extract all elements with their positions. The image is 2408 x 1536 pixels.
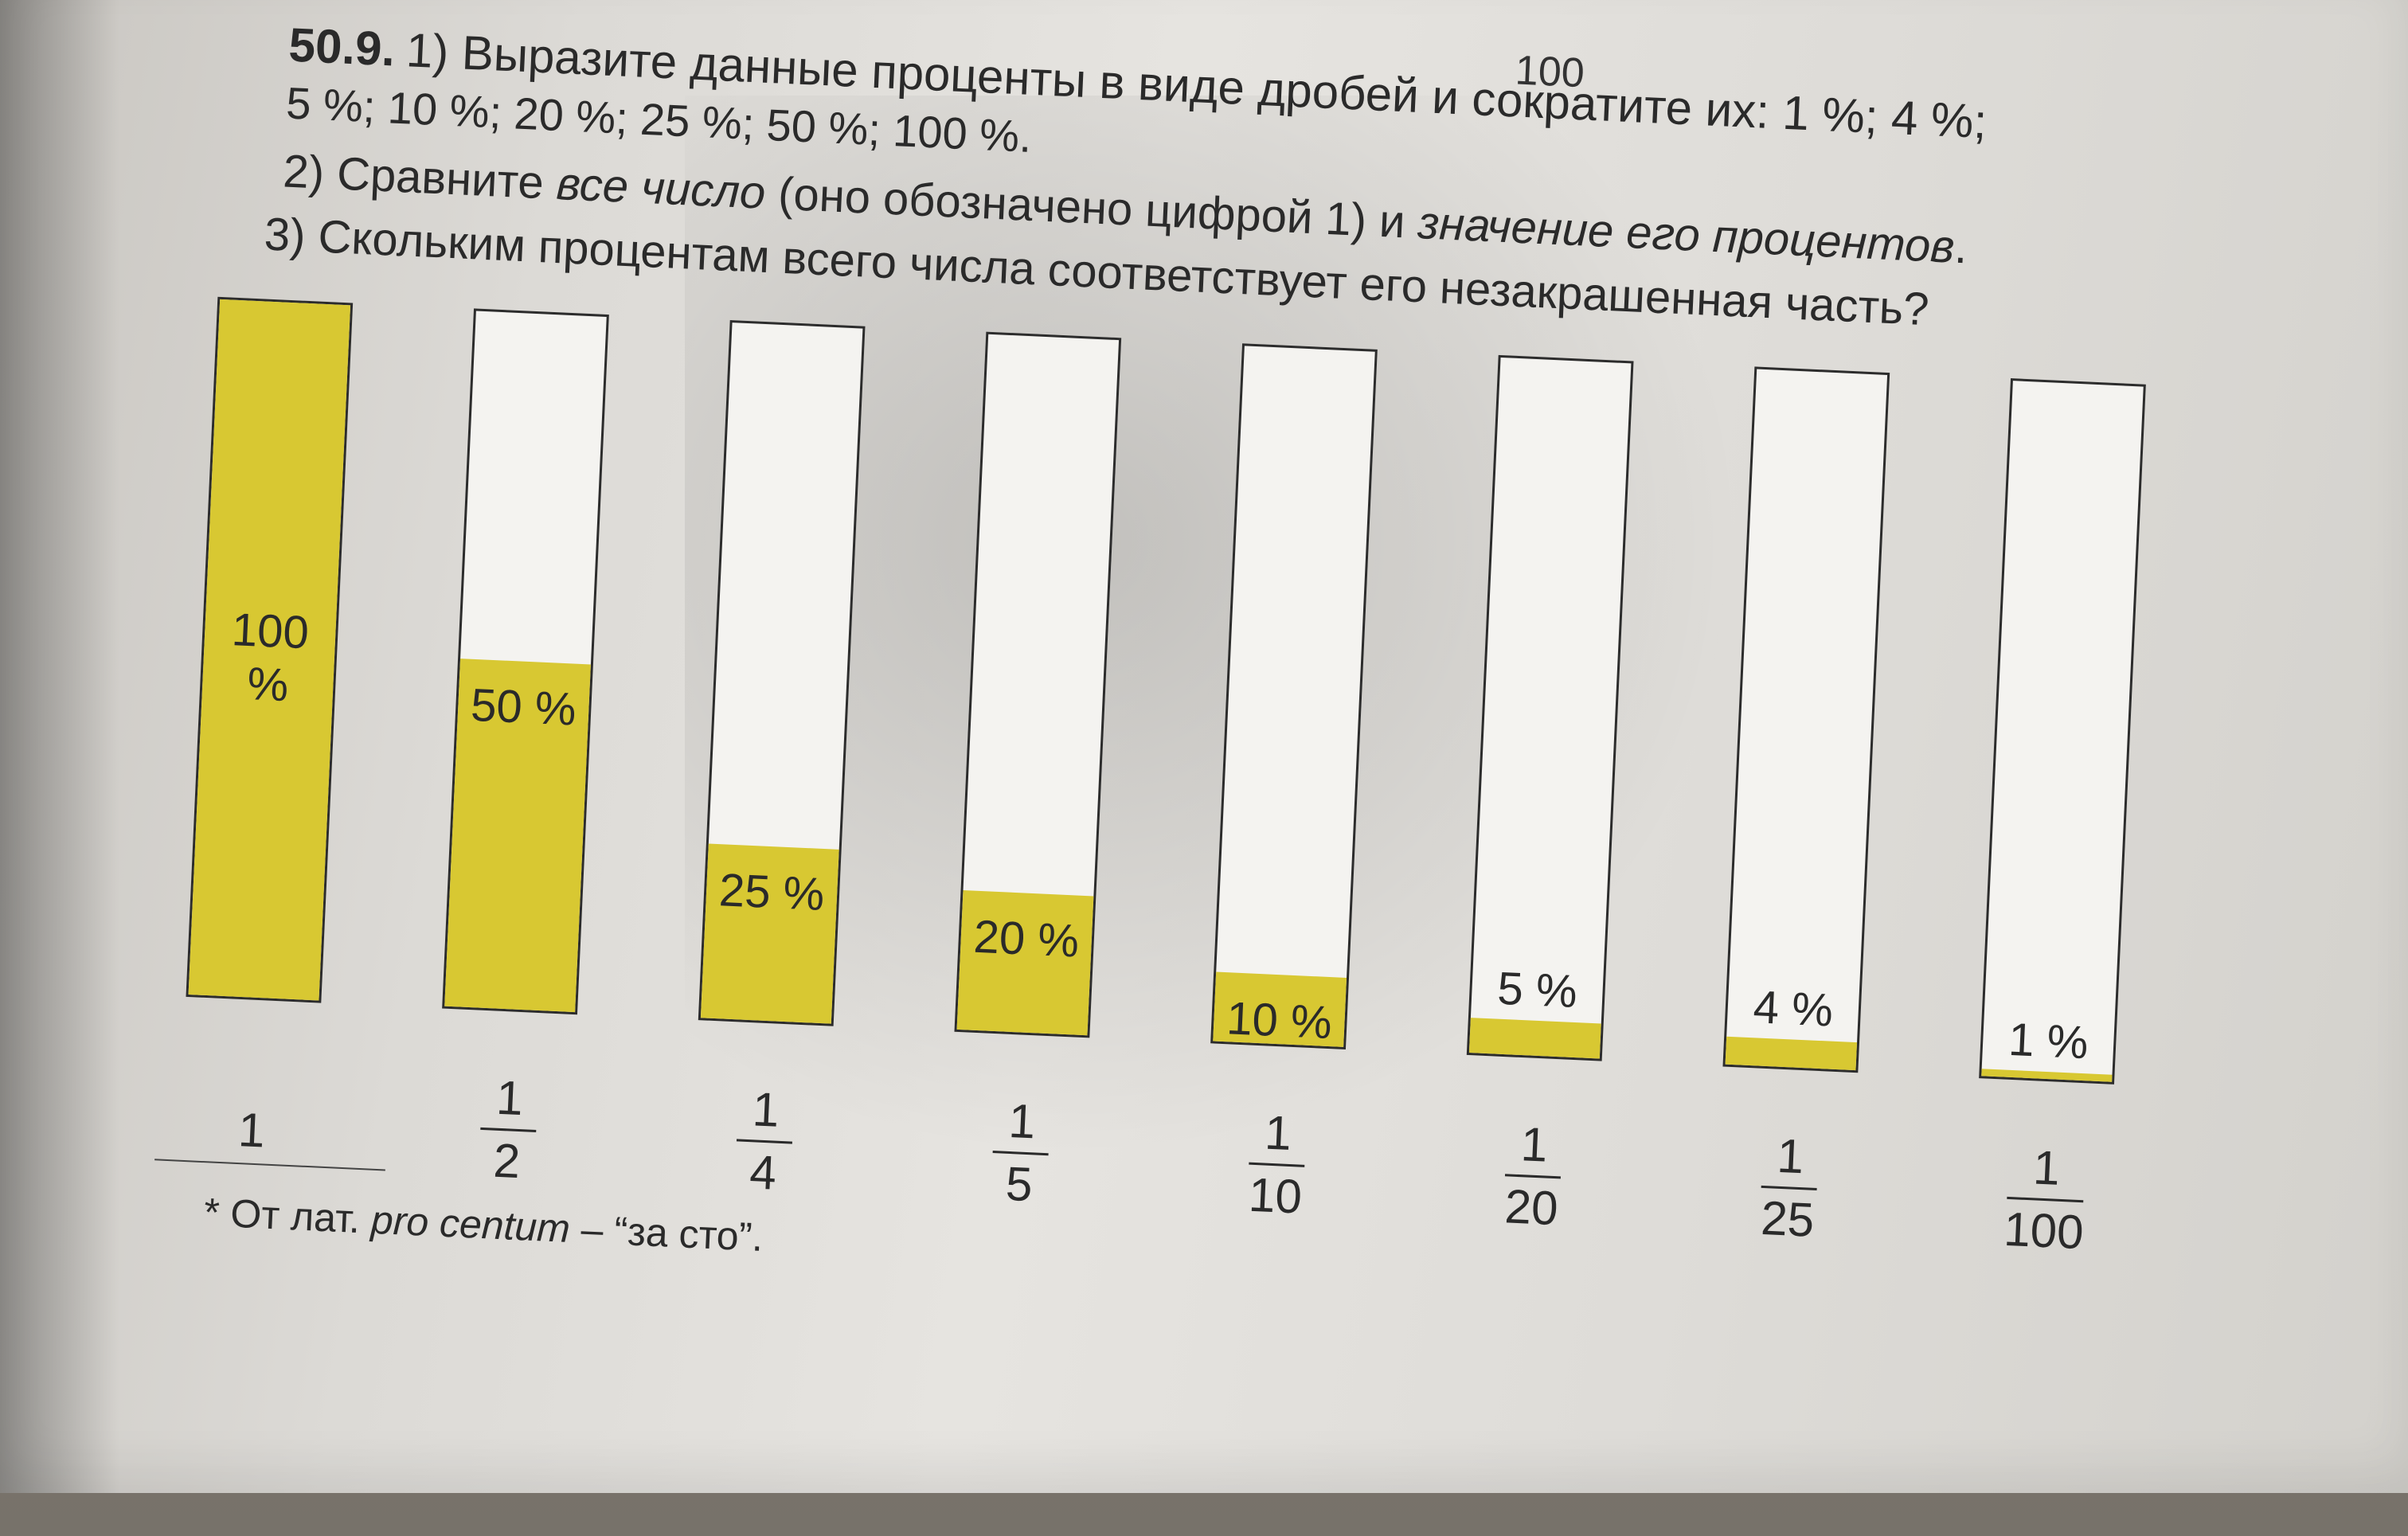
bar-percent-label: 50 % bbox=[469, 678, 577, 736]
fraction-denominator: 10 bbox=[1247, 1167, 1304, 1224]
bar-fraction-label: 1 25 bbox=[1714, 1126, 1863, 1249]
footnote-start: * От лат. bbox=[202, 1190, 373, 1242]
bar-group: 50 % 1 2 bbox=[442, 308, 617, 1188]
task-question-2-italic-whole: все число bbox=[555, 157, 767, 219]
fraction-bar bbox=[1761, 1185, 1817, 1191]
bar-outline: 20 % bbox=[954, 331, 1122, 1038]
task-question-2-start: 2) Сравните bbox=[282, 145, 558, 209]
footnote-divider bbox=[154, 1159, 385, 1171]
bar-percent-label: 5 % bbox=[1496, 962, 1578, 1018]
fraction-bar bbox=[1504, 1174, 1561, 1179]
footnote: * От лат. pro centum – “за сто”. bbox=[203, 1189, 764, 1260]
textbook-page: 100 50.9. 1) Выразите данные проценты в в… bbox=[0, 0, 2408, 1493]
fraction-numerator: 1 bbox=[751, 1082, 780, 1137]
bar-group: 25 % 1 4 bbox=[698, 319, 874, 1200]
bar-fraction-label: 1 20 bbox=[1459, 1115, 1607, 1238]
bar-outline: 25 % bbox=[698, 319, 866, 1026]
fraction-bar bbox=[736, 1139, 792, 1144]
bar-outline: 4 % bbox=[1722, 366, 1890, 1073]
fraction-denominator: 4 bbox=[749, 1145, 778, 1200]
bar-group: 100 % 1 bbox=[186, 296, 361, 1158]
fraction-numerator: 1 bbox=[494, 1070, 525, 1126]
fraction-numerator: 1 bbox=[1519, 1117, 1549, 1172]
bar-group: 5 % 1 20 bbox=[1466, 354, 1642, 1235]
footnote-latin: pro centum bbox=[369, 1197, 572, 1252]
fraction-denominator: 20 bbox=[1503, 1179, 1560, 1236]
bar-outline: 50 % bbox=[442, 308, 609, 1015]
bar-fill bbox=[1725, 1036, 1858, 1071]
bar-percent-label: 25 % bbox=[717, 864, 826, 921]
fraction-bar bbox=[2007, 1196, 2084, 1203]
task-question-2-italic-percent: значение его процентов bbox=[1417, 197, 1956, 273]
task-question-2-end: . bbox=[1953, 221, 1969, 274]
bar-percent-label: 4 % bbox=[1752, 981, 1835, 1037]
task-number: 50.9. bbox=[287, 18, 397, 76]
page-content: 100 50.9. 1) Выразите данные проценты в в… bbox=[154, 18, 2154, 1260]
bar-outline: 100 % bbox=[186, 296, 354, 1003]
fraction-bar bbox=[1249, 1162, 1305, 1167]
fraction-denominator: 2 bbox=[492, 1133, 522, 1189]
fraction-numerator: 1 bbox=[236, 1103, 267, 1158]
bar-fraction-label: 1 10 bbox=[1202, 1103, 1351, 1226]
fraction-bar bbox=[992, 1151, 1049, 1156]
bar-percent-label: 20 % bbox=[972, 910, 1081, 967]
bar-fill bbox=[1468, 1018, 1601, 1059]
bar-outline: 10 % bbox=[1210, 343, 1378, 1050]
footnote-end: – “за сто”. bbox=[569, 1206, 764, 1260]
bar-outline: 5 % bbox=[1466, 354, 1634, 1061]
bar-group: 4 % 1 25 bbox=[1722, 366, 1898, 1247]
bar-fill bbox=[1981, 1069, 2113, 1082]
bar-group: 10 % 1 10 bbox=[1210, 343, 1386, 1224]
bar-group: 20 % 1 5 bbox=[954, 331, 1129, 1211]
bar-outline: 1 % bbox=[1979, 378, 2146, 1085]
bar-percent-label: 10 % bbox=[1225, 992, 1334, 1049]
bar-percent-label: 100 % bbox=[230, 604, 311, 712]
book-spine-shadow bbox=[0, 0, 119, 1493]
fraction-numerator: 1 bbox=[1007, 1093, 1037, 1149]
fraction-numerator: 1 bbox=[1776, 1128, 1805, 1184]
bar-percent-label: 1 % bbox=[2007, 1013, 2089, 1069]
fraction-denominator: 25 bbox=[1760, 1190, 1816, 1247]
fraction-denominator: 5 bbox=[1004, 1156, 1034, 1212]
bar-group: 1 % 1 100 bbox=[1979, 378, 2154, 1259]
fraction-numerator: 1 bbox=[1263, 1105, 1293, 1160]
fraction-numerator: 1 bbox=[2031, 1140, 2062, 1195]
bar-fraction-label: 1 100 bbox=[1971, 1138, 2119, 1261]
fraction-denominator: 100 bbox=[2003, 1202, 2086, 1260]
bar-fraction-label: 1 bbox=[178, 1100, 324, 1161]
fraction-bar bbox=[480, 1127, 537, 1133]
